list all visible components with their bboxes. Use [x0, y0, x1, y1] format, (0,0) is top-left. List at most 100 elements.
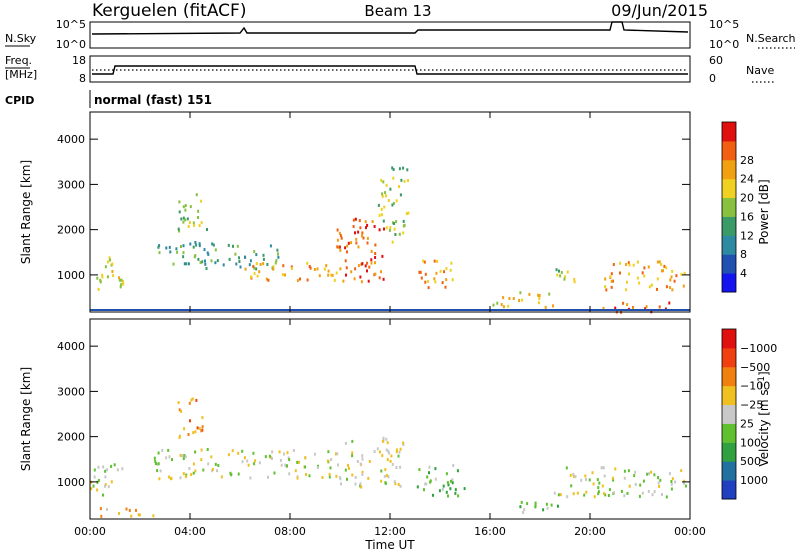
power-echo-cell: [262, 257, 265, 261]
velocity-echo-cell: [258, 461, 261, 465]
power-echo-cell: [175, 247, 178, 251]
velocity-echo-cell: [330, 458, 333, 461]
power-echo-cell: [610, 279, 613, 283]
velocity-echo-cell: [99, 507, 102, 511]
velocity-echo-cell: [569, 473, 572, 477]
power-echo-cell: [182, 251, 185, 255]
power-echo-cell: [318, 274, 321, 278]
power-echo-cell: [407, 179, 409, 182]
power-colorbar-swatch: [722, 216, 736, 236]
velocity-echo-cell: [360, 485, 363, 489]
velocity-echo-cell: [381, 439, 384, 443]
velocity-ytick-label: 4000: [57, 340, 85, 353]
velocity-echo-cell: [597, 486, 600, 490]
velocity-echo-cell: [97, 479, 100, 482]
velocity-axes: 1000 2000 3000 4000: [57, 319, 691, 519]
power-echo-cell: [387, 199, 390, 202]
velocity-echo-cell: [296, 460, 299, 464]
power-echo-cell: [492, 303, 495, 307]
power-echo-cell: [645, 305, 648, 309]
power-echo-cell: [656, 260, 659, 264]
power-echo-cell: [361, 231, 364, 235]
power-echo-cell: [366, 269, 368, 273]
velocity-echo-cell: [612, 478, 615, 482]
power-echo-cell: [339, 248, 342, 252]
power-echo-cell: [496, 301, 499, 305]
power-echo-cell: [357, 245, 360, 249]
power-echo-cell: [563, 277, 566, 281]
time-axis: 00:00 04:00 08:00 12:00 16:00 20:00 00:00: [74, 525, 706, 538]
power-echo-cell: [683, 271, 686, 275]
power-echo-cell: [284, 273, 286, 277]
velocity-echo-cell: [286, 451, 289, 455]
velocity-echo-cell: [657, 476, 660, 480]
velocity-echo-cell: [97, 465, 100, 469]
velocity-echo-cell: [603, 474, 606, 478]
freq-trace: [92, 65, 688, 75]
power-echo-cell: [385, 194, 388, 198]
power-echo-cell: [342, 279, 345, 283]
velocity-echo-cell: [304, 465, 306, 469]
velocity-echo-cell: [284, 463, 287, 467]
power-echo-cell: [330, 273, 333, 277]
power-echo-cell: [395, 220, 398, 224]
power-colorbar-swatch: [722, 122, 736, 142]
power-echo-cell: [435, 271, 438, 275]
power-echo-cell: [122, 282, 125, 286]
power-echo-cell: [538, 297, 541, 300]
velocity-echo-cell: [184, 455, 187, 459]
power-echo-cell: [403, 179, 406, 183]
velocity-echo-cell: [394, 482, 397, 486]
power-echo-cell: [378, 213, 381, 217]
velocity-echo-cell: [113, 463, 116, 467]
velocity-echo-cell: [445, 490, 448, 494]
power-ytick-label: 2000: [57, 224, 85, 237]
velocity-echo-cell: [178, 436, 181, 439]
power-echo-cell: [519, 291, 522, 295]
velocity-echo-cell: [288, 458, 291, 462]
velocity-echo-cell: [559, 493, 562, 497]
power-echo-cell: [104, 265, 107, 269]
power-echo-cell: [345, 273, 347, 277]
velocity-echo-cell: [611, 476, 614, 480]
velocity-echo-cell: [96, 488, 99, 492]
velocity-echo-cell: [154, 459, 157, 463]
velocity-echo-cell: [557, 493, 560, 497]
velocity-echo-cell: [296, 476, 299, 480]
power-echo-cell: [374, 272, 377, 276]
velocity-echo-cell: [294, 469, 297, 473]
power-echo-cell: [427, 286, 430, 290]
velocity-echo-cell: [237, 472, 240, 476]
power-echo-cell: [668, 301, 671, 305]
power-colorbar-swatch: [722, 140, 736, 161]
power-echo-cell: [269, 244, 272, 248]
power-echo-cell: [119, 285, 122, 289]
velocity-echo-cell: [351, 454, 354, 458]
nsearch-tick-top: 10^5: [709, 18, 739, 31]
power-echo-cell: [274, 261, 277, 265]
velocity-echo-cell: [110, 480, 113, 484]
power-echo-cell: [364, 220, 367, 224]
velocity-echo-cell: [387, 475, 390, 479]
velocity-echo-cell: [211, 467, 214, 471]
velocity-echo-cell: [680, 469, 683, 473]
power-echo-cell: [445, 267, 448, 270]
velocity-echo-cell: [254, 459, 257, 463]
velocity-colorbar-tick: −25: [740, 399, 763, 412]
velocity-echo-cell: [388, 451, 390, 455]
velocity-echo-cell: [399, 447, 402, 451]
power-echo-cell: [638, 281, 641, 285]
velocity-echo-cell: [192, 431, 195, 435]
nsky-tick-bottom: 10^0: [56, 38, 86, 51]
power-echo-cell: [378, 276, 381, 280]
velocity-echo-cell: [335, 474, 338, 478]
velocity-echoes: [90, 397, 687, 518]
velocity-echo-cell: [188, 467, 191, 470]
nsearch-label: N.Search: [746, 32, 796, 45]
power-echo-cell: [395, 199, 398, 203]
power-echo-cell: [644, 307, 647, 311]
power-echo-cell: [512, 297, 515, 300]
power-echo-cell: [244, 255, 246, 259]
velocity-echo-cell: [418, 468, 421, 472]
power-echo-cell: [422, 259, 425, 263]
